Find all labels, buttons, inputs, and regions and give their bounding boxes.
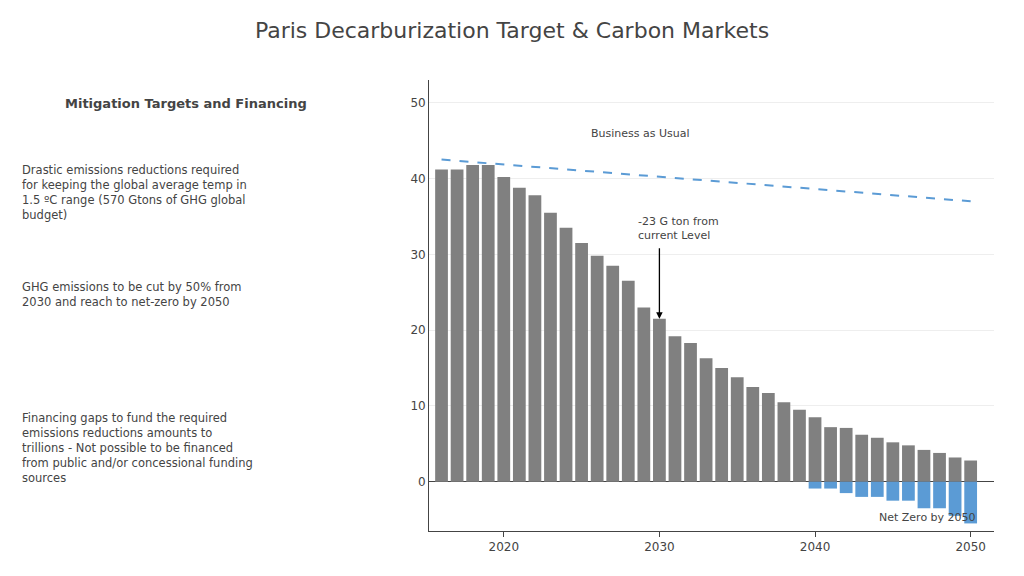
svg-text:40: 40 — [410, 172, 425, 186]
svg-text:20: 20 — [410, 323, 425, 337]
svg-text:2050: 2050 — [955, 540, 986, 554]
svg-text:2020: 2020 — [489, 540, 520, 554]
svg-text:Net Zero by 2050: Net Zero by 2050 — [879, 511, 976, 524]
svg-text:Drastic emissions reductions r: Drastic emissions reductions requiredfor… — [22, 163, 247, 222]
svg-text:Financing gaps to fund the req: Financing gaps to fund the requiredemiss… — [22, 411, 253, 485]
svg-text:2030: 2030 — [644, 540, 675, 554]
svg-text:Paris Decarburization Target &: Paris Decarburization Target & Carbon Ma… — [255, 18, 769, 43]
svg-text:10: 10 — [410, 399, 425, 413]
svg-text:-23 G ton fromcurrent Level: -23 G ton fromcurrent Level — [638, 215, 719, 242]
svg-text:2040: 2040 — [800, 540, 831, 554]
svg-text:Mitigation Targets and Financi: Mitigation Targets and Financing — [65, 96, 307, 111]
svg-text:GHG emissions to be cut by 50%: GHG emissions to be cut by 50% from2030 … — [22, 280, 242, 309]
svg-text:Business as Usual: Business as Usual — [591, 127, 690, 140]
svg-text:0: 0 — [418, 475, 426, 489]
svg-text:50: 50 — [410, 96, 425, 110]
svg-text:30: 30 — [410, 248, 425, 262]
